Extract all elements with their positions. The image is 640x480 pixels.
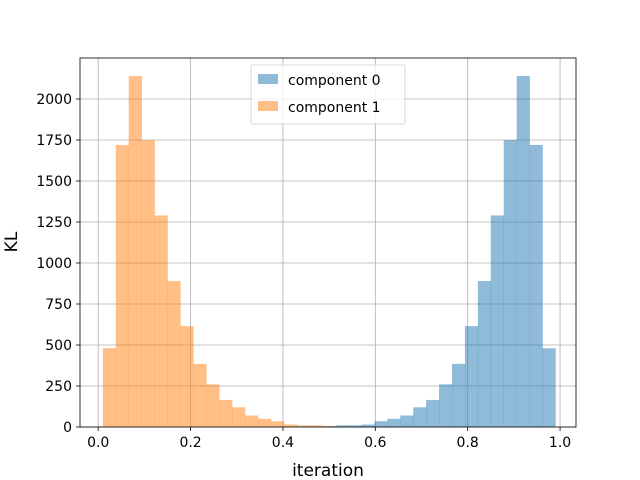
histogram-bar xyxy=(361,424,375,427)
histogram-bar xyxy=(102,348,117,427)
histogram-bar xyxy=(477,281,492,427)
histogram-bar xyxy=(296,425,311,427)
y-tick-label: 1750 xyxy=(36,133,72,149)
histogram-bar xyxy=(490,215,505,427)
x-tick-label: 0.4 xyxy=(272,435,294,451)
y-tick-label: 2000 xyxy=(36,92,72,108)
histogram-bar xyxy=(180,326,194,427)
x-tick-label: 0.2 xyxy=(179,435,201,451)
legend-box xyxy=(250,64,406,125)
y-tick-label: 1250 xyxy=(36,215,72,231)
histogram-bar xyxy=(426,399,440,427)
histogram-bar xyxy=(270,421,285,427)
histogram-bars xyxy=(102,76,556,428)
y-tick-label: 250 xyxy=(45,379,72,395)
x-axis-label: iteration xyxy=(292,461,364,480)
histogram-bar xyxy=(219,399,233,427)
histogram-bar xyxy=(400,415,414,427)
histogram-bar xyxy=(413,407,427,427)
y-tick-label: 750 xyxy=(45,297,72,313)
histogram-bar xyxy=(503,140,517,427)
histogram-bar xyxy=(374,421,388,427)
histogram-bar xyxy=(115,144,129,428)
histogram-bar xyxy=(128,76,142,427)
histogram-bar xyxy=(464,326,479,427)
x-tick-label: 0.0 xyxy=(87,435,109,451)
plot-frame xyxy=(79,57,577,428)
x-tick-label: 1.0 xyxy=(549,435,571,451)
histogram-bar xyxy=(335,425,349,427)
x-tick-label: 0.8 xyxy=(457,435,479,451)
legend-swatch-component-0 xyxy=(258,74,278,84)
histogram-bar xyxy=(245,415,259,427)
x-tick-label: 0.6 xyxy=(364,435,386,451)
histogram-bar xyxy=(451,363,466,427)
legend-label-component-0: component 0 xyxy=(288,73,381,89)
histogram-bar xyxy=(322,426,336,427)
y-axis-label: KL xyxy=(2,231,22,252)
histogram-bar xyxy=(167,281,181,427)
x-axis-ticks: 0.0 0.2 0.4 0.6 0.8 1.0 xyxy=(87,427,571,451)
histogram-bar xyxy=(542,348,556,427)
y-tick-label: 1000 xyxy=(36,256,72,272)
histogram-bar xyxy=(141,140,155,427)
legend-swatch-component-1 xyxy=(258,101,278,111)
histogram-bar xyxy=(387,418,401,427)
histogram-bar xyxy=(193,363,207,427)
histogram-bar xyxy=(232,407,246,427)
legend: component 0 component 1 xyxy=(250,64,406,125)
histogram-bar xyxy=(516,76,530,427)
legend-label-component-1: component 1 xyxy=(288,100,381,116)
histogram-bar xyxy=(529,144,543,428)
histogram-bar xyxy=(348,425,362,427)
y-tick-label: 0 xyxy=(63,420,72,436)
series-component-0 xyxy=(322,76,556,428)
y-axis-ticks: 0 250 500 750 1000 1250 1500 1750 2000 xyxy=(36,92,80,436)
histogram-bar xyxy=(283,424,298,427)
y-tick-label: 1500 xyxy=(36,174,72,190)
series-component-1 xyxy=(102,76,336,428)
y-tick-label: 500 xyxy=(45,338,72,354)
histogram-bar xyxy=(206,384,220,427)
histogram-bar xyxy=(439,384,453,427)
histogram-bar xyxy=(309,425,323,427)
histogram-bar xyxy=(154,215,168,427)
histogram-bar xyxy=(258,418,272,427)
